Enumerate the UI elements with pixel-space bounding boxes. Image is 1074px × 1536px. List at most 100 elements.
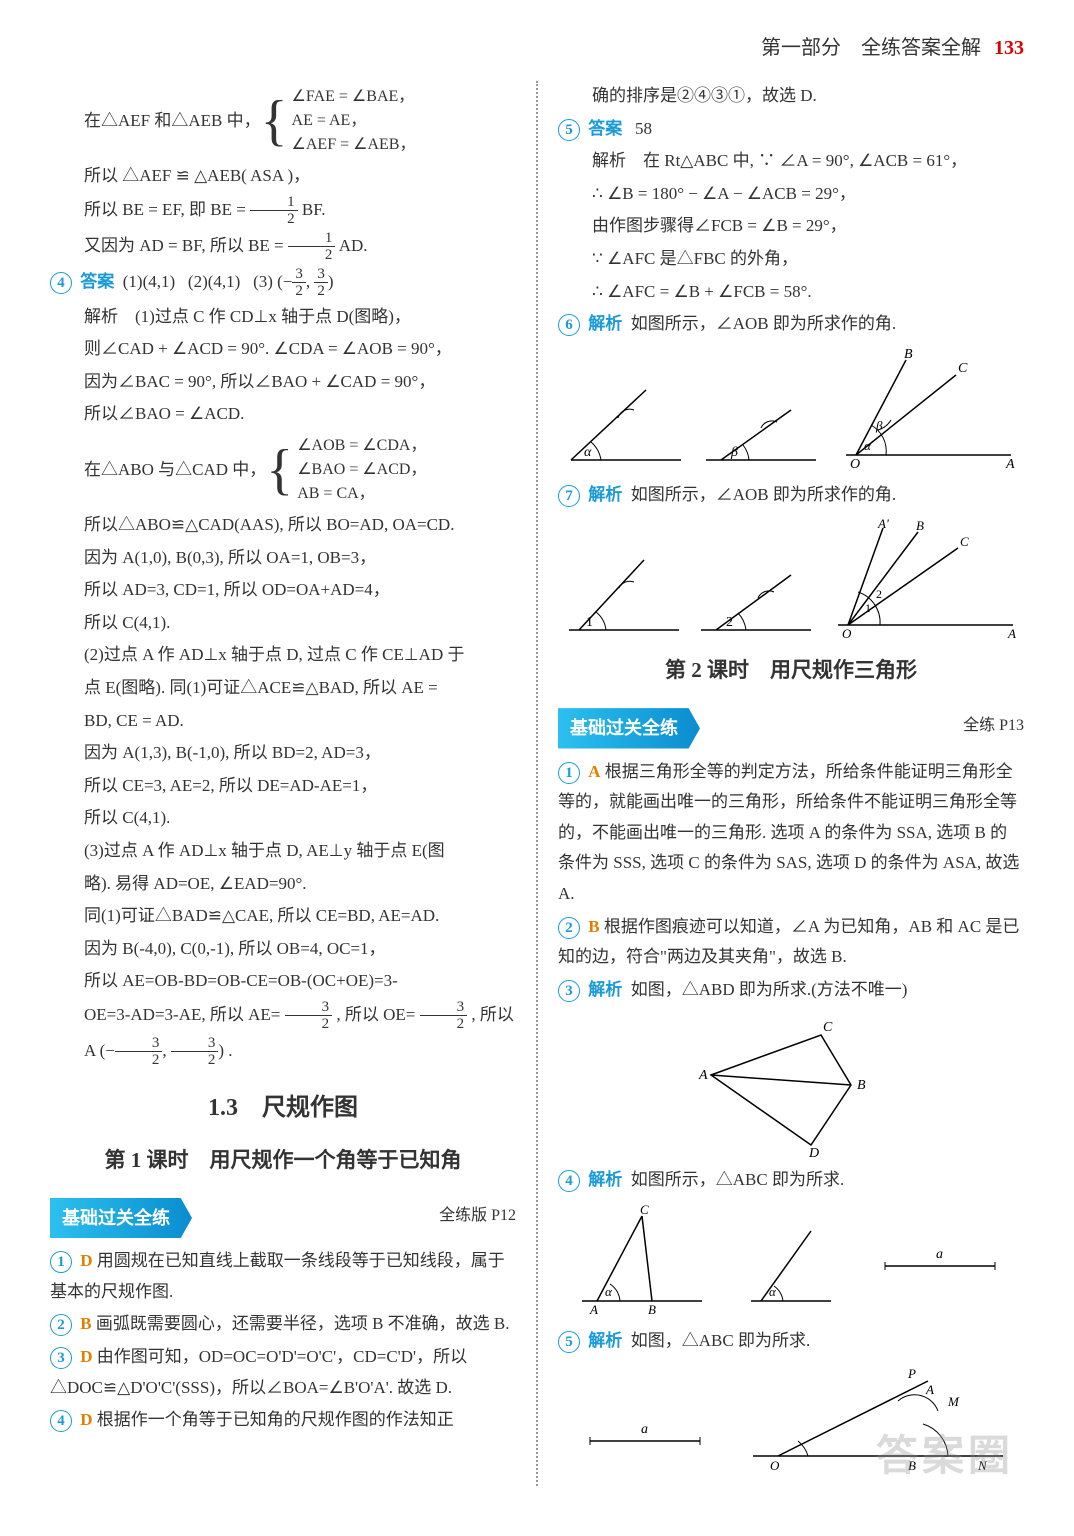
header-part: 第一部分 全练答案全解	[761, 37, 981, 59]
q4-20-post: .	[228, 1041, 232, 1060]
main-columns: 在△AEF 和△AEB 中， { ∠FAE = ∠BAE， AE = AE， ∠…	[50, 81, 1024, 1486]
q7-text: 如图所示，∠AOB 即为所求作的角.	[631, 485, 896, 504]
q4-19: OE=3-AD=3-AE, 所以 AE= 32 , 所以 OE= 32 , 所以	[50, 999, 516, 1033]
q4-17: 因为 B(-4,0), C(0,-1), 所以 OB=4, OC=1，	[50, 934, 516, 965]
q5: 5 答案 58	[558, 114, 1024, 145]
svg-text:B: B	[916, 518, 924, 533]
svg-text:C: C	[823, 1020, 833, 1035]
svg-text:B: B	[648, 1302, 656, 1317]
brace2-symbol: {	[266, 448, 293, 493]
brace2-line2: ∠BAO = ∠ACD，	[297, 458, 426, 482]
q6-label: 解析	[588, 314, 622, 333]
q4-7: 所以 C(4,1).	[50, 608, 516, 639]
q4-13: 所以 C(4,1).	[50, 803, 516, 834]
fig-q6-1: α	[566, 370, 686, 470]
q4-19-post: , 所以	[471, 1005, 514, 1024]
a3-letter: D	[80, 1347, 92, 1366]
b1: 1 A 根据三角形全等的判定方法，所给条件能证明三角形全等的，就能画出唯一的三角…	[558, 757, 1024, 910]
svg-text:a: a	[936, 1247, 943, 1262]
q4-num: 4	[50, 272, 72, 294]
q4-8: (2)过点 A 作 AD⊥x 轴于点 D, 过点 C 作 CE⊥AD 于	[50, 640, 516, 671]
q5-num: 5	[558, 119, 580, 141]
q5-2: ∴ ∠B = 180° − ∠A − ∠ACB = 29°，	[558, 179, 1024, 210]
q4-20: A (−32, 32) .	[50, 1035, 516, 1069]
q6-text: 如图所示，∠AOB 即为所求作的角.	[631, 314, 896, 333]
svg-text:A': A'	[877, 516, 889, 531]
fig-b3-svg: A B C D	[681, 1015, 901, 1155]
svg-text:N: N	[977, 1458, 988, 1473]
q5-1: 解析 在 Rt△ABC 中, ∵ ∠A = 90°, ∠ACB = 61°，	[558, 146, 1024, 177]
q4-3: 所以∠BAO = ∠ACD.	[50, 399, 516, 430]
b3-label: 解析	[588, 980, 622, 999]
q4-label: 答案	[80, 272, 114, 291]
a2-text: 画弧既需要圆心，还需要半径，选项 B 不准确，故选 B.	[96, 1314, 510, 1333]
b3-num: 3	[558, 980, 580, 1002]
svg-text:α: α	[864, 438, 872, 453]
svg-text:β: β	[730, 445, 738, 460]
svg-text:α: α	[584, 445, 592, 460]
svg-text:O: O	[842, 626, 852, 641]
tag-row-2: 基础过关全练 全练 P13	[558, 700, 1024, 756]
q4-1: 则∠CAD + ∠ACD = 90°. ∠CDA = ∠AOB = 90°，	[50, 334, 516, 365]
svg-text:O: O	[770, 1458, 780, 1473]
b3-text: 如图，△ABD 即为所求.(方法不唯一)	[631, 980, 908, 999]
frac-l3: 12	[288, 230, 336, 264]
b5: 5 解析 如图，△ABC 即为所求.	[558, 1326, 1024, 1357]
q6: 6 解析 如图所示，∠AOB 即为所求作的角.	[558, 309, 1024, 340]
b1-text: 根据三角形全等的判定方法，所给条件能证明三角形全等的，就能画出唯一的三角形，所给…	[558, 762, 1019, 903]
q5-label: 答案	[588, 119, 622, 138]
fig-b5-1: a	[575, 1396, 715, 1476]
b5-label: 解析	[588, 1331, 622, 1350]
b1-letter: A	[588, 762, 600, 781]
a1-num: 1	[50, 1251, 72, 1273]
frac-l2: 12	[250, 194, 298, 228]
l3-pre: 又因为 AD = BF, 所以 BE =	[84, 236, 288, 255]
svg-text:O: O	[850, 457, 860, 472]
q4-line: 4 答案 (1)(4,1) (2)(4,1) (3) (−32, 32)	[50, 266, 516, 300]
fig-q6: α β α β B C A O	[558, 350, 1024, 470]
frac-19a: 32	[285, 999, 333, 1033]
b2-text: 根据作图痕迹可以知道，∠A 为已知角，AB 和 AC 是已知的边，符合"两边及其…	[558, 917, 1019, 967]
brace2-stack: ∠AOB = ∠CDA， ∠BAO = ∠ACD， AB = CA，	[297, 434, 426, 506]
fig-b4-3: a	[870, 1206, 1010, 1316]
q4-11: 因为 A(1,3), B(-1,0), 所以 BD=2, AD=3，	[50, 738, 516, 769]
lesson2-title: 第 2 课时 用尺规作三角形	[558, 652, 1024, 690]
svg-text:1: 1	[586, 615, 593, 630]
q4-a3pre: (3)	[253, 272, 273, 291]
svg-text:A: A	[925, 1382, 934, 1397]
svg-text:2: 2	[876, 587, 882, 601]
b2-num: 2	[558, 917, 580, 939]
a4-num: 4	[50, 1410, 72, 1432]
svg-text:2: 2	[726, 615, 733, 630]
fig-b3: A B C D	[558, 1015, 1024, 1155]
svg-text:C: C	[958, 361, 968, 376]
fig-b4-1: α A B C	[572, 1206, 712, 1316]
b1-num: 1	[558, 762, 580, 784]
svg-text:D: D	[808, 1146, 819, 1161]
svg-text:C: C	[960, 534, 969, 549]
a1-letter: D	[80, 1251, 92, 1270]
fig-q7-2: 2	[696, 540, 816, 640]
q7: 7 解析 如图所示，∠AOB 即为所求作的角.	[558, 480, 1024, 511]
column-divider	[536, 81, 538, 1486]
q6-num: 6	[558, 314, 580, 336]
brace2-line1: ∠AOB = ∠CDA，	[297, 434, 426, 458]
svg-text:A: A	[698, 1068, 708, 1083]
frac-20b: 32	[171, 1035, 219, 1069]
r0: 确的排序是②④③①，故选 D.	[558, 81, 1024, 112]
fig-b4-2: α	[741, 1206, 841, 1316]
q4-20-pre: A	[84, 1041, 95, 1060]
b4-label: 解析	[588, 1170, 622, 1189]
page-ref-2: 全练 P13	[963, 712, 1024, 741]
fig-b5-2: O P A M N B	[748, 1366, 1008, 1476]
q4-9: 点 E(图略). 同(1)可证△ACE≌△BAD, 所以 AE =	[50, 673, 516, 704]
svg-text:A: A	[1007, 626, 1016, 641]
q4-5: 因为 A(1,0), B(0,3), 所以 OA=1, OB=3，	[50, 543, 516, 574]
tag-row-1: 基础过关全练 全练版 P12	[50, 1190, 516, 1246]
l3-post: AD.	[339, 236, 368, 255]
q5-ans: 58	[635, 119, 652, 138]
svg-text:1: 1	[865, 601, 871, 615]
frac-q4b: 32	[314, 266, 328, 300]
q4-2: 因为∠BAC = 90°, 所以∠BAO + ∠CAD = 90°，	[50, 367, 516, 398]
fig-b4: α A B C α a	[558, 1206, 1024, 1316]
